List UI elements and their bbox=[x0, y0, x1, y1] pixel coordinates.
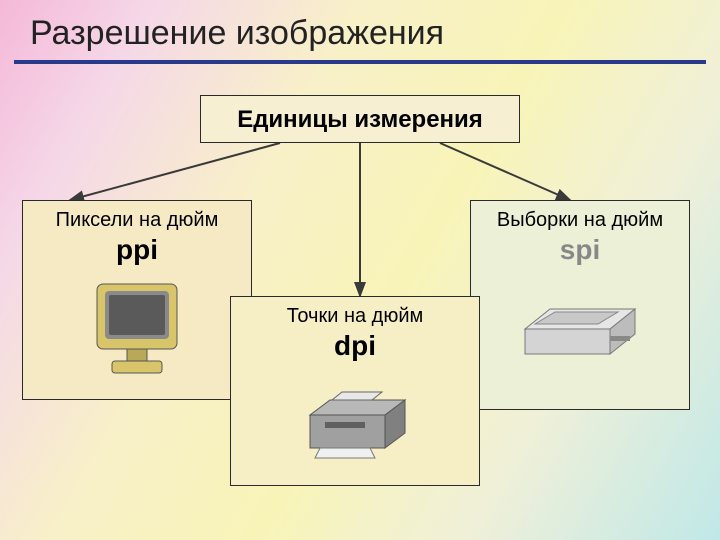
monitor-icon bbox=[77, 274, 197, 384]
ppi-box: Пиксели на дюйм ppi bbox=[22, 200, 252, 400]
ppi-label: Пиксели на дюйм bbox=[27, 209, 247, 232]
units-box: Единицы измерения bbox=[200, 95, 520, 143]
title-underline bbox=[14, 60, 706, 64]
dpi-label: Точки на дюйм bbox=[235, 305, 475, 328]
printer-icon bbox=[290, 370, 420, 470]
page-title: Разрешение изображения bbox=[30, 14, 444, 53]
dpi-abbrev: dpi bbox=[235, 330, 475, 362]
units-label: Единицы измерения bbox=[237, 106, 483, 133]
ppi-abbrev: ppi bbox=[27, 234, 247, 266]
spi-label: Выборки на дюйм bbox=[475, 209, 685, 232]
dpi-box: Точки на дюйм dpi bbox=[230, 296, 480, 486]
scanner-icon bbox=[510, 274, 650, 374]
spi-box: Выборки на дюйм spi bbox=[470, 200, 690, 410]
spi-abbrev: spi bbox=[475, 234, 685, 266]
